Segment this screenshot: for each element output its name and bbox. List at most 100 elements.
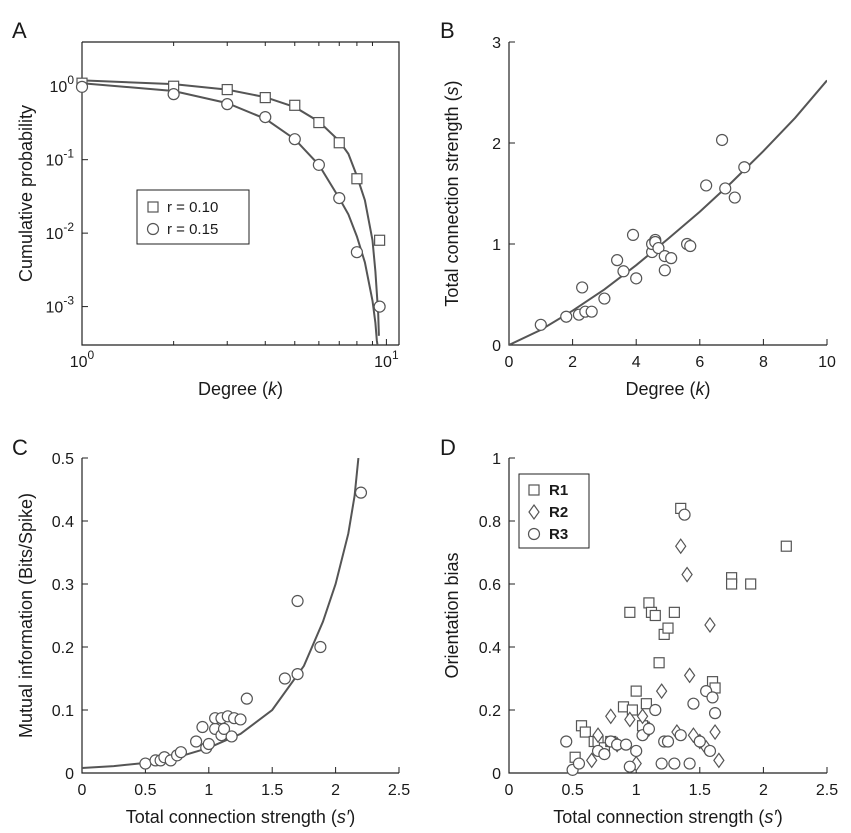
axis-box xyxy=(82,41,400,345)
fit-curve xyxy=(82,82,379,345)
data-point xyxy=(288,133,301,146)
data-point xyxy=(684,239,697,253)
legend-label: R1 xyxy=(549,482,568,499)
data-point xyxy=(674,729,687,742)
x-tick-label: 0 xyxy=(78,782,87,799)
data-point xyxy=(719,182,732,195)
data-point xyxy=(745,578,757,590)
data-point xyxy=(713,752,725,769)
x-tick-label: 1.5 xyxy=(689,782,711,799)
series-0 xyxy=(82,458,368,770)
x-tick-label: 2.5 xyxy=(816,782,838,799)
x-axis-label: Degree (k) xyxy=(625,379,710,399)
x-axis-label: Total connection strength (s′) xyxy=(553,807,783,827)
data-point xyxy=(592,727,604,744)
data-point xyxy=(649,609,661,622)
data-point xyxy=(234,713,247,726)
data-point xyxy=(585,305,598,318)
tick-exp: -2 xyxy=(63,220,74,234)
x-tick-label: 4 xyxy=(632,354,641,371)
data-point xyxy=(626,228,640,242)
legend: R1 R2 R3 xyxy=(518,473,590,549)
axis-label-part: s xyxy=(442,86,462,95)
data-point xyxy=(642,722,656,736)
data-point xyxy=(585,752,598,769)
data-point xyxy=(668,757,681,770)
data-point xyxy=(683,757,696,770)
data-point xyxy=(655,683,668,700)
data-point xyxy=(202,737,215,751)
y-tick-label: 0.3 xyxy=(52,577,74,594)
x-tick-label: 2 xyxy=(568,354,577,371)
y-tick-label: 0 xyxy=(492,338,501,355)
y-tick-label: 10-3 xyxy=(46,294,75,317)
legend-label: R3 xyxy=(549,526,568,543)
x-tick-label: 0 xyxy=(505,354,514,371)
legend-marker xyxy=(528,484,540,496)
tick-exp: -3 xyxy=(63,294,74,308)
data-point xyxy=(351,173,363,185)
data-point xyxy=(333,191,346,205)
data-point xyxy=(572,757,586,770)
data-point xyxy=(374,234,386,246)
data-point xyxy=(658,264,671,277)
panel-c: C 0 0.5 1 1.5 2 2.5 0 0.1 0.2 0.3 0.4 0.5 Total conne… xyxy=(12,435,410,827)
data-point xyxy=(291,667,304,681)
legend-label: r = 0.10 xyxy=(167,199,218,216)
series-r3 xyxy=(560,508,722,776)
data-point xyxy=(579,726,591,738)
data-point xyxy=(693,735,706,748)
data-point xyxy=(221,83,233,96)
series-r2 xyxy=(585,538,725,772)
data-point xyxy=(678,508,691,521)
data-point xyxy=(780,540,792,552)
y-tick-label: 0 xyxy=(65,766,74,783)
data-point xyxy=(167,88,180,101)
data-point xyxy=(576,281,589,294)
data-point xyxy=(738,161,751,174)
panel-d: D 0 0.5 1 1.5 2 2.5 0 0.2 0.4 0.6 0.8 1 Total connect… xyxy=(440,435,838,827)
data-point xyxy=(278,672,291,685)
data-point xyxy=(217,722,231,736)
axis-spines xyxy=(508,42,827,346)
tick-base: 10 xyxy=(46,226,64,243)
y-tick-label: 0.2 xyxy=(52,640,74,657)
tick-base: 10 xyxy=(374,354,392,371)
y-axis-label: Total connection strength (s) xyxy=(442,80,462,306)
data-point xyxy=(630,744,643,758)
y-tick-label: 10-2 xyxy=(46,220,75,243)
data-point xyxy=(665,252,678,265)
data-point xyxy=(661,735,675,748)
legend-frame xyxy=(136,189,250,245)
x-tick-label: 0.5 xyxy=(134,782,156,799)
series-r-0-15 xyxy=(75,80,386,345)
tick-base: 10 xyxy=(46,300,64,317)
y-tick-label: 0.6 xyxy=(479,577,501,594)
x-tick-label: 6 xyxy=(695,354,704,371)
data-point xyxy=(704,616,716,633)
axis-label-part: Total connection strength ( xyxy=(553,807,764,827)
data-point xyxy=(560,310,573,323)
tick-exp: 1 xyxy=(392,348,399,362)
y-tick-label: 2 xyxy=(492,136,501,153)
y-tick-label: 10-1 xyxy=(46,147,75,170)
data-point xyxy=(598,292,611,305)
data-point xyxy=(668,606,680,618)
y-axis-label: Mutual information (Bits/Spike) xyxy=(16,493,36,738)
axis-label-part: s′ xyxy=(764,807,777,827)
legend-marker xyxy=(527,527,541,541)
legend-label: R2 xyxy=(549,504,568,521)
data-point xyxy=(617,265,630,278)
data-point xyxy=(313,116,325,129)
data-point xyxy=(687,697,700,710)
panel-letter: D xyxy=(440,435,456,460)
tick-base: 10 xyxy=(46,153,64,170)
data-point xyxy=(259,92,271,104)
data-point xyxy=(624,606,636,618)
y-axis-label: Orientation bias xyxy=(442,552,462,678)
x-axis-label: Total connection strength (s′) xyxy=(126,807,356,827)
data-point xyxy=(703,744,717,758)
data-point xyxy=(715,133,729,147)
data-point xyxy=(681,566,693,583)
